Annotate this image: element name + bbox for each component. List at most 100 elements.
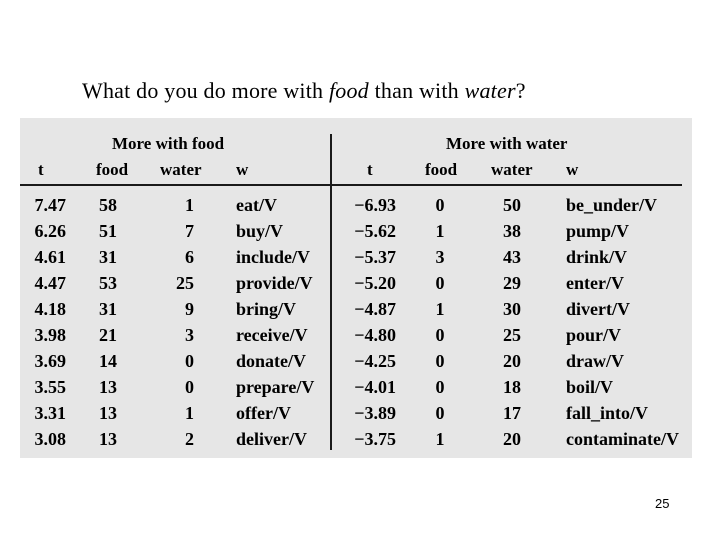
right-t-value: −5.62 xyxy=(354,221,396,241)
right-water-count: 20 xyxy=(503,351,521,371)
left-word: prepare/V xyxy=(236,377,315,397)
col-header-t-right: t xyxy=(367,160,373,179)
right-food-count: 0 xyxy=(435,273,445,293)
right-water-count: 38 xyxy=(503,221,521,241)
right-water-count: 17 xyxy=(503,403,521,423)
right-water-count: 30 xyxy=(503,299,521,319)
col-header-water-left: water xyxy=(160,160,202,179)
right-word: enter/V xyxy=(566,273,624,293)
right-water-count: 50 xyxy=(503,195,521,215)
right-food-count: 3 xyxy=(435,247,445,267)
right-word: contaminate/V xyxy=(566,429,679,449)
left-water-count: 3 xyxy=(185,325,194,345)
col-header-water-right: water xyxy=(491,160,533,179)
right-t-value: −3.75 xyxy=(354,429,396,449)
left-word: offer/V xyxy=(236,403,291,423)
table-row: 3.55 13 0 prepare/V −4.01 0 18 boil/V xyxy=(20,374,692,400)
left-water-count: 2 xyxy=(185,429,194,449)
left-food-count: 13 xyxy=(99,403,117,423)
title-word-water: water xyxy=(464,78,516,103)
left-t-value: 4.47 xyxy=(34,273,67,293)
right-food-count: 1 xyxy=(435,429,445,449)
left-t-value: 4.61 xyxy=(34,247,67,267)
right-t-value: −6.93 xyxy=(354,195,396,215)
left-water-count: 9 xyxy=(185,299,194,319)
left-word: include/V xyxy=(236,247,311,267)
left-water-count: 7 xyxy=(185,221,194,241)
page-number: 25 xyxy=(655,496,670,511)
right-t-value: −4.25 xyxy=(354,351,396,371)
left-t-value: 3.55 xyxy=(34,377,67,397)
right-food-count: 1 xyxy=(435,221,445,241)
right-food-count: 0 xyxy=(435,325,445,345)
title-suffix: ? xyxy=(515,78,526,103)
table-row: 6.26 51 7 buy/V −5.62 1 38 pump/V xyxy=(20,218,692,244)
table-row: 7.47 58 1 eat/V −6.93 0 50 be_under/V xyxy=(20,192,692,218)
left-food-count: 51 xyxy=(99,221,117,241)
left-water-count: 25 xyxy=(176,273,194,293)
left-t-value: 3.08 xyxy=(34,429,67,449)
table-row: 4.47 53 25 provide/V −5.20 0 29 enter/V xyxy=(20,270,692,296)
scanned-table: More with food More with water t food wa… xyxy=(20,118,692,458)
left-word: eat/V xyxy=(236,195,277,215)
right-word: boil/V xyxy=(566,377,614,397)
right-t-value: −5.20 xyxy=(354,273,396,293)
table-body: 7.47 58 1 eat/V −6.93 0 50 be_under/V 6.26 51 7 buy… xyxy=(20,192,692,452)
left-food-count: 53 xyxy=(99,273,117,293)
right-water-count: 20 xyxy=(503,429,521,449)
right-word: pump/V xyxy=(566,221,630,241)
left-water-count: 6 xyxy=(185,247,194,267)
right-t-value: −4.01 xyxy=(354,377,396,397)
right-food-count: 0 xyxy=(435,377,445,397)
title-prefix: What do you do more with xyxy=(82,78,324,103)
right-word: be_under/V xyxy=(566,195,658,215)
right-food-count: 0 xyxy=(435,403,445,423)
left-water-count: 0 xyxy=(185,351,194,371)
right-word: divert/V xyxy=(566,299,630,319)
left-t-value: 3.98 xyxy=(34,325,67,345)
left-group-header: More with food xyxy=(112,134,225,153)
left-word: deliver/V xyxy=(236,429,307,449)
left-word: provide/V xyxy=(236,273,313,293)
right-water-count: 29 xyxy=(503,273,521,293)
left-food-count: 58 xyxy=(99,195,117,215)
left-food-count: 14 xyxy=(99,351,117,371)
left-t-value: 3.69 xyxy=(34,351,67,371)
table-row: 4.18 31 9 bring/V −4.87 1 30 divert/V xyxy=(20,296,692,322)
left-t-value: 7.47 xyxy=(34,195,67,215)
left-food-count: 31 xyxy=(99,247,117,267)
col-header-food-right: food xyxy=(425,160,458,179)
left-water-count: 0 xyxy=(185,377,194,397)
header-rule xyxy=(20,184,682,186)
right-word: drink/V xyxy=(566,247,628,267)
right-food-count: 0 xyxy=(435,351,445,371)
right-food-count: 0 xyxy=(435,195,445,215)
right-t-value: −3.89 xyxy=(354,403,396,423)
right-word: fall_into/V xyxy=(566,403,649,423)
table-row: 3.31 13 1 offer/V −3.89 0 17 fall_into/V xyxy=(20,400,692,426)
title-middle: than with xyxy=(374,78,459,103)
left-word: receive/V xyxy=(236,325,308,345)
right-water-count: 43 xyxy=(503,247,521,267)
left-t-value: 6.26 xyxy=(34,221,67,241)
title-word-food: food xyxy=(328,78,369,103)
left-food-count: 13 xyxy=(99,377,117,397)
left-food-count: 31 xyxy=(99,299,117,319)
right-word: pour/V xyxy=(566,325,622,345)
col-header-food-left: food xyxy=(96,160,129,179)
left-water-count: 1 xyxy=(185,403,194,423)
table-row: 3.98 21 3 receive/V −4.80 0 25 pour/V xyxy=(20,322,692,348)
col-header-t-left: t xyxy=(38,160,44,179)
right-water-count: 25 xyxy=(503,325,521,345)
col-header-w-left: w xyxy=(236,160,249,179)
right-food-count: 1 xyxy=(435,299,445,319)
right-group-header: More with water xyxy=(446,134,568,153)
left-t-value: 4.18 xyxy=(34,299,67,319)
right-t-value: −4.80 xyxy=(354,325,396,345)
col-header-w-right: w xyxy=(566,160,579,179)
left-food-count: 21 xyxy=(99,325,117,345)
right-word: draw/V xyxy=(566,351,624,371)
right-water-count: 18 xyxy=(503,377,521,397)
left-water-count: 1 xyxy=(185,195,194,215)
slide-title: What do you do more with food than with … xyxy=(82,78,622,104)
